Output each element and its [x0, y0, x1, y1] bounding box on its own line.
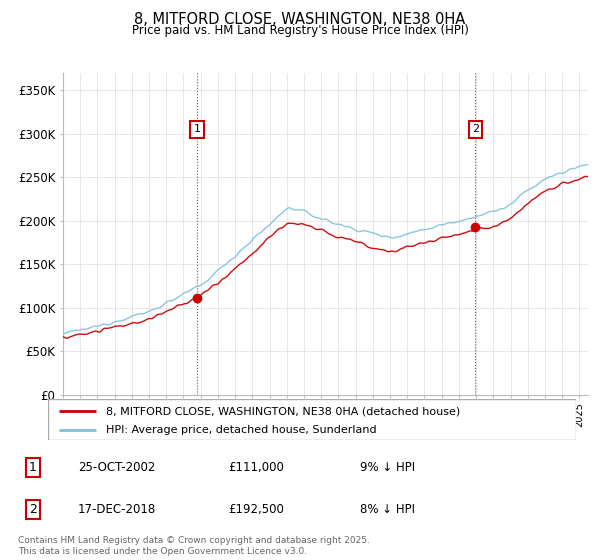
Text: 25-OCT-2002: 25-OCT-2002	[78, 461, 155, 474]
Text: 17-DEC-2018: 17-DEC-2018	[78, 503, 156, 516]
Text: Contains HM Land Registry data © Crown copyright and database right 2025.
This d: Contains HM Land Registry data © Crown c…	[18, 536, 370, 556]
Text: 9% ↓ HPI: 9% ↓ HPI	[360, 461, 415, 474]
Text: HPI: Average price, detached house, Sunderland: HPI: Average price, detached house, Sund…	[106, 424, 377, 435]
Text: 2: 2	[29, 503, 37, 516]
Text: 2: 2	[472, 124, 479, 134]
Text: Price paid vs. HM Land Registry's House Price Index (HPI): Price paid vs. HM Land Registry's House …	[131, 24, 469, 36]
FancyBboxPatch shape	[48, 399, 576, 440]
Text: 1: 1	[194, 124, 201, 134]
Text: 8, MITFORD CLOSE, WASHINGTON, NE38 0HA (detached house): 8, MITFORD CLOSE, WASHINGTON, NE38 0HA (…	[106, 407, 460, 417]
Text: 8, MITFORD CLOSE, WASHINGTON, NE38 0HA: 8, MITFORD CLOSE, WASHINGTON, NE38 0HA	[134, 12, 466, 27]
Text: 8% ↓ HPI: 8% ↓ HPI	[360, 503, 415, 516]
Text: 1: 1	[29, 461, 37, 474]
Text: £111,000: £111,000	[228, 461, 284, 474]
Text: £192,500: £192,500	[228, 503, 284, 516]
